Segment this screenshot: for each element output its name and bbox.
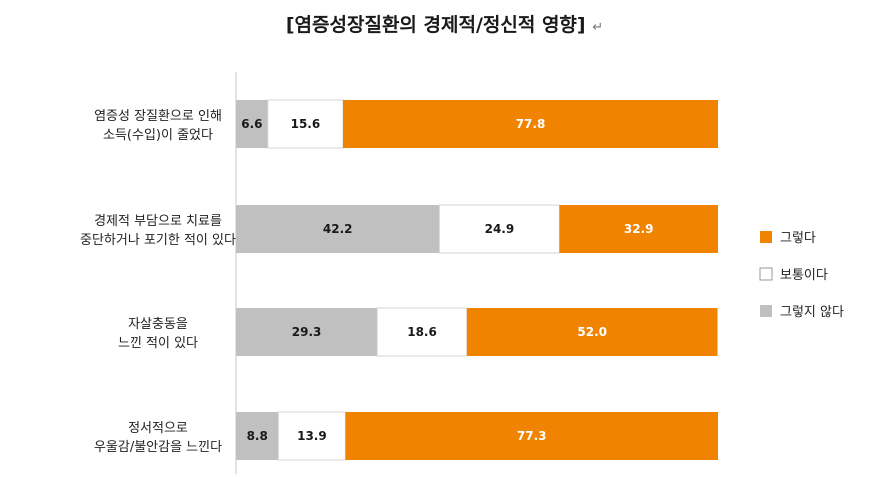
- chart-title: [염증성장질환의 경제적/정신적 영향] ↵: [0, 10, 889, 37]
- legend-swatch-1: [760, 231, 772, 243]
- bar-segment-2-2: [438, 204, 560, 254]
- legend-swatch-3: [760, 305, 772, 317]
- legend-label-3: 그렇지 않다: [780, 305, 844, 320]
- bar-segment-4-1: [236, 412, 279, 460]
- data-label-2-1: 42.2: [323, 222, 353, 236]
- bar-segment-3-2: [376, 307, 468, 357]
- data-label-1-3: 77.8: [516, 117, 546, 131]
- data-label-1-1: 6.6: [241, 117, 262, 131]
- data-label-2-2: 24.9: [485, 222, 515, 236]
- legend-label-1: 그렇다: [780, 231, 816, 246]
- bar-segment-4-2: [277, 411, 346, 461]
- return-mark-icon: ↵: [592, 20, 604, 35]
- bar-segment-1-1: [236, 100, 268, 148]
- bar-segment-2-3: [559, 205, 718, 253]
- bar-segment-1-3: [343, 100, 718, 148]
- category-label-2-line-2: 중단하거나 포기한 적이 있다: [80, 233, 236, 248]
- legend-swatch-2: [759, 267, 773, 281]
- data-label-4-3: 77.3: [517, 429, 547, 443]
- legend-label-2: 보통이다: [780, 268, 828, 283]
- category-label-1-line-2: 소득(수입)이 줄었다: [103, 128, 213, 143]
- category-label-4-line-2: 우울감/불안감을 느낀다: [94, 440, 222, 455]
- category-label-2-line-1: 경제적 부담으로 치료를: [94, 214, 222, 229]
- data-label-3-3: 52.0: [577, 325, 607, 339]
- data-label-3-2: 18.6: [407, 325, 437, 339]
- bar-segment-4-3: [345, 412, 718, 460]
- bars-layer: 6.6 15.6 77.8 42.2 24.9 32.9 29.3 18.6 52.0 8.8 13…: [236, 99, 718, 461]
- bar-segment-3-3: [466, 308, 718, 356]
- data-label-3-1: 29.3: [292, 325, 322, 339]
- category-label-4-line-1: 정서적으로: [128, 421, 188, 436]
- category-label-3-line-1: 자살충동을: [128, 317, 188, 332]
- data-label-1-2: 15.6: [291, 117, 321, 131]
- data-label-4-2: 13.9: [297, 429, 327, 443]
- data-label-4-1: 8.8: [247, 429, 268, 443]
- chart-title-text: [염증성장질환의 경제적/정신적 영향]: [285, 14, 586, 36]
- data-label-2-3: 32.9: [624, 222, 654, 236]
- category-label-3-line-2: 느낀 적이 있다: [118, 336, 198, 351]
- bar-segment-3-1: [236, 308, 378, 356]
- bar-segment-1-2: [267, 99, 344, 149]
- category-label-1-line-1: 염증성 장질환으로 인해: [94, 109, 222, 124]
- bar-segment-2-1: [236, 205, 440, 253]
